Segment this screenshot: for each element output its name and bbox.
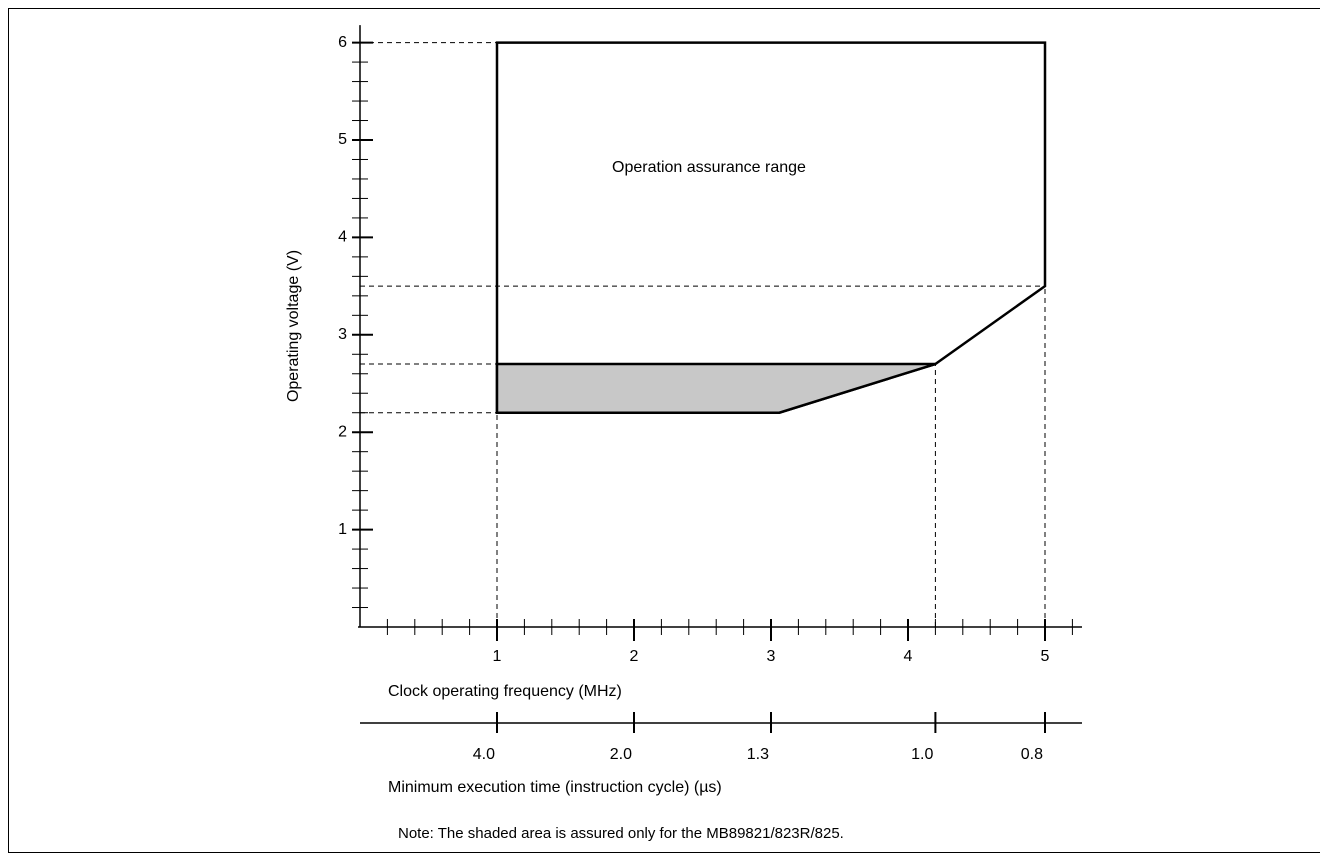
y-tick-label: 4	[338, 229, 347, 246]
annotation: Operation assurance range	[612, 159, 806, 176]
y-tick-label: 1	[338, 521, 347, 538]
y-tick-label: 6	[338, 34, 347, 51]
x-tick-label: 1	[493, 648, 502, 665]
x-tick-label: 2	[630, 648, 639, 665]
frame	[8, 8, 1320, 853]
x-axis-label: Clock operating frequency (MHz)	[388, 683, 622, 700]
x2-tick-label: 1.3	[747, 746, 769, 763]
note: Note: The shaded area is assured only fo…	[398, 825, 844, 842]
x-tick-label: 4	[904, 648, 913, 665]
x-tick-label: 3	[767, 648, 776, 665]
region	[495, 41, 1047, 414]
x2-tick-label: 0.8	[1021, 746, 1043, 763]
region	[495, 362, 936, 414]
x2-axis-label: Minimum execution time (instruction cycl…	[388, 779, 722, 796]
x-tick-label: 5	[1041, 648, 1050, 665]
y-tick-label: 5	[338, 131, 347, 148]
x2-tick-label: 2.0	[610, 746, 632, 763]
x2-tick-label: 1.0	[911, 746, 933, 763]
y-tick-label: 3	[338, 326, 347, 343]
y-axis-label: Operating voltage (V)	[285, 250, 302, 402]
y-tick-label: 2	[338, 423, 347, 440]
x2-tick-label: 4.0	[473, 746, 495, 763]
